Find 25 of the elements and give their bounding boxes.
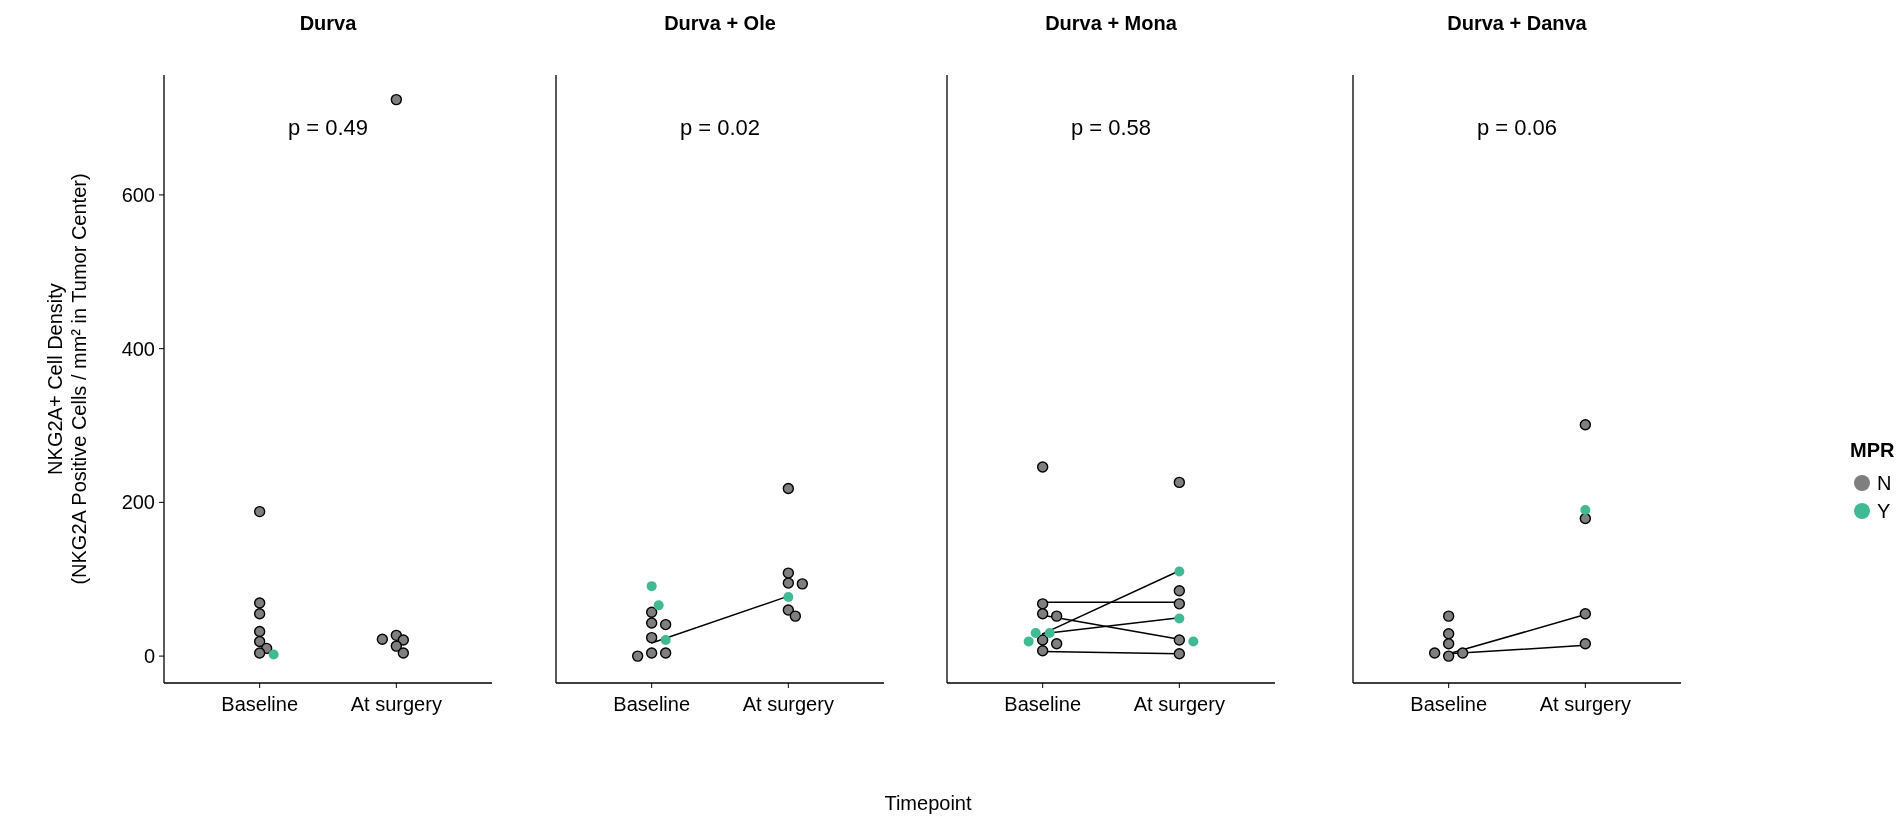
annotation: p = 0.06	[1476, 115, 1558, 140]
y-tick-label: 600	[121, 183, 155, 206]
annotation: p = 0.58	[1070, 115, 1152, 140]
x-tick-label: Baseline	[613, 693, 691, 715]
y-tick-label: 0	[143, 645, 155, 668]
y-tick-label: 200	[121, 491, 155, 514]
x-axis-title: Timepoint	[884, 792, 972, 814]
x-tick-label: At surgery	[1539, 693, 1631, 715]
x-tick-label: At surgery	[1133, 693, 1225, 715]
x-tick-label: At surgery	[350, 693, 442, 715]
y-axis-title: NKG2A+ Cell Density (NKG2A Positive Cells / mm² in Tumor Center)	[44, 173, 90, 585]
annotation: p = 0.49	[287, 115, 369, 140]
annotation: p = 0.02	[679, 115, 761, 140]
chart-title: Durva	[299, 12, 358, 34]
legend-title: MPR	[1850, 439, 1895, 461]
chart-title: Durva + Mona	[1045, 12, 1178, 34]
legend-label: N	[1877, 472, 1892, 494]
chart-title: Durva + Ole	[664, 12, 776, 34]
x-tick-label: Baseline	[1410, 693, 1488, 715]
chart-title: Durva + Danva	[1447, 12, 1588, 34]
y-tick-label: 400	[121, 337, 155, 360]
x-tick-label: At surgery	[742, 693, 834, 715]
x-tick-label: Baseline	[1004, 693, 1082, 715]
legend-label: Y	[1877, 500, 1891, 522]
x-tick-label: Baseline	[221, 693, 299, 715]
